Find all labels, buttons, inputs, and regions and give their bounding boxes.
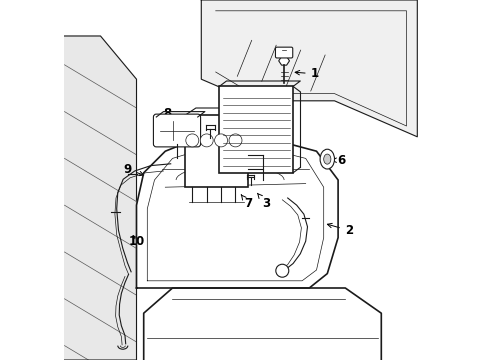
Circle shape bbox=[214, 134, 227, 147]
Text: 8: 8 bbox=[163, 107, 176, 124]
Polygon shape bbox=[201, 0, 416, 137]
Polygon shape bbox=[136, 137, 337, 288]
Circle shape bbox=[228, 134, 242, 147]
Circle shape bbox=[275, 264, 288, 277]
Text: 5: 5 bbox=[201, 114, 208, 130]
Text: 3: 3 bbox=[257, 193, 269, 210]
Text: 1: 1 bbox=[295, 67, 318, 80]
Circle shape bbox=[185, 134, 199, 147]
Polygon shape bbox=[143, 288, 381, 360]
Text: 4: 4 bbox=[215, 120, 223, 136]
Ellipse shape bbox=[323, 154, 330, 164]
Text: 7: 7 bbox=[241, 195, 252, 210]
FancyBboxPatch shape bbox=[275, 47, 292, 58]
FancyBboxPatch shape bbox=[153, 114, 200, 147]
Text: 10: 10 bbox=[128, 235, 144, 248]
Circle shape bbox=[200, 134, 213, 147]
FancyBboxPatch shape bbox=[219, 86, 292, 173]
Polygon shape bbox=[64, 36, 136, 360]
FancyBboxPatch shape bbox=[185, 115, 247, 187]
Polygon shape bbox=[278, 57, 289, 65]
Ellipse shape bbox=[320, 149, 334, 169]
Text: 9: 9 bbox=[123, 163, 143, 176]
Text: 6: 6 bbox=[331, 154, 345, 167]
Text: 2: 2 bbox=[327, 223, 352, 237]
